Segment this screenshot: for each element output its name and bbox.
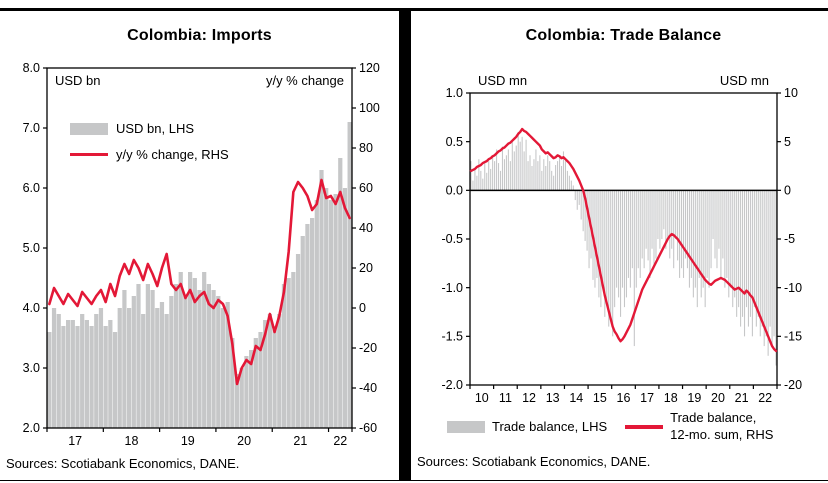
bar-swatch-icon [447, 420, 485, 433]
svg-text:8.0: 8.0 [23, 61, 40, 75]
legend-item-bars: Trade balance, LHS [447, 419, 607, 434]
svg-text:-1.5: -1.5 [441, 330, 463, 344]
trade-balance-legend: Trade balance, LHS Trade balance, 12-mo.… [447, 410, 773, 444]
svg-text:y/y % change: y/y % change [266, 73, 344, 88]
svg-text:20: 20 [237, 434, 251, 448]
svg-text:USD bn: USD bn [55, 73, 101, 88]
svg-text:6.0: 6.0 [23, 181, 40, 195]
svg-text:-0.5: -0.5 [441, 232, 463, 246]
bar-swatch-icon [70, 122, 108, 135]
svg-text:120: 120 [359, 61, 380, 75]
svg-text:-60: -60 [359, 421, 377, 435]
svg-text:-20: -20 [359, 341, 377, 355]
svg-text:7.0: 7.0 [23, 121, 40, 135]
svg-text:20: 20 [711, 391, 725, 405]
svg-text:0.5: 0.5 [446, 135, 463, 149]
svg-text:USD mn: USD mn [478, 73, 527, 88]
legend-item-line: y/y % change, RHS [70, 147, 229, 162]
svg-text:17: 17 [640, 391, 654, 405]
svg-text:22: 22 [758, 391, 772, 405]
svg-text:5.0: 5.0 [23, 241, 40, 255]
svg-text:1.0: 1.0 [446, 86, 463, 100]
svg-text:3.0: 3.0 [23, 361, 40, 375]
trade-balance-chart-title: Colombia: Trade Balance [525, 27, 722, 44]
imports-sources: Sources: Scotiabank Economics, DANE. [6, 456, 240, 471]
svg-text:5: 5 [784, 135, 791, 149]
legend-item-line: Trade balance, 12-mo. sum, RHS [625, 410, 773, 444]
svg-text:20: 20 [359, 261, 373, 275]
svg-text:-40: -40 [359, 381, 377, 395]
svg-text:16: 16 [617, 391, 631, 405]
svg-text:-10: -10 [784, 281, 802, 295]
legend-line-label: Trade balance, 12-mo. sum, RHS [670, 410, 774, 442]
trade-balance-chart-canvas: 1.0 0.5 0.0 -0.5 -1.0 -1.5 -2.0 10 5 0 -5 -10 -15 -20… [441, 73, 802, 405]
svg-text:0: 0 [784, 184, 791, 198]
svg-text:-1.0: -1.0 [441, 281, 463, 295]
svg-text:17: 17 [68, 434, 82, 448]
legend-line-label: y/y % change, RHS [116, 147, 229, 162]
svg-text:22: 22 [333, 434, 347, 448]
svg-text:14: 14 [569, 391, 583, 405]
svg-text:4.0: 4.0 [23, 301, 40, 315]
svg-text:11: 11 [499, 391, 512, 405]
svg-text:13: 13 [546, 391, 560, 405]
svg-text:12: 12 [522, 391, 536, 405]
svg-text:0: 0 [359, 301, 366, 315]
svg-text:19: 19 [687, 391, 701, 405]
svg-text:-5: -5 [784, 232, 795, 246]
svg-text:21: 21 [735, 391, 749, 405]
svg-text:15: 15 [593, 391, 607, 405]
imports-chart-canvas: 8.0 7.0 6.0 5.0 4.0 3.0 2.0 120 100 80 60 40 20 0 -20 -… [23, 61, 380, 448]
legend-bars-label: Trade balance, LHS [492, 419, 608, 435]
svg-text:2.0: 2.0 [23, 421, 40, 435]
svg-text:0.0: 0.0 [446, 184, 463, 198]
imports-legend: USD bn, LHS y/y % change, RHS [70, 121, 229, 162]
imports-chart-title: Colombia: Imports [127, 27, 272, 44]
svg-text:40: 40 [359, 221, 373, 235]
svg-text:80: 80 [359, 141, 373, 155]
svg-text:10: 10 [784, 86, 798, 100]
imports-panel: Colombia: Imports 8.0 7.0 6.0 5.0 4.0 3.0 2.0 1… [0, 11, 399, 480]
svg-text:18: 18 [664, 391, 678, 405]
svg-text:-2.0: -2.0 [441, 378, 463, 392]
svg-text:100: 100 [359, 101, 380, 115]
panel-divider [399, 8, 411, 481]
svg-text:-20: -20 [784, 378, 802, 392]
svg-text:21: 21 [293, 434, 307, 448]
line-swatch-icon [625, 425, 664, 429]
svg-text:10: 10 [475, 391, 489, 405]
trade-balance-sources: Sources: Scotiabank Economics, DANE. [417, 454, 651, 469]
top-border-rule [0, 8, 828, 11]
svg-text:19: 19 [181, 434, 195, 448]
trade-balance-panel: Colombia: Trade Balance 1.0 0.5 0.0 -0.5 -1.… [411, 11, 828, 480]
svg-text:18: 18 [125, 434, 139, 448]
legend-bars-label: USD bn, LHS [116, 121, 195, 136]
svg-text:60: 60 [359, 181, 373, 195]
svg-text:-15: -15 [784, 330, 802, 344]
line-swatch-icon [70, 152, 108, 157]
svg-text:USD mn: USD mn [720, 73, 769, 88]
legend-item-bars: USD bn, LHS [70, 121, 229, 136]
